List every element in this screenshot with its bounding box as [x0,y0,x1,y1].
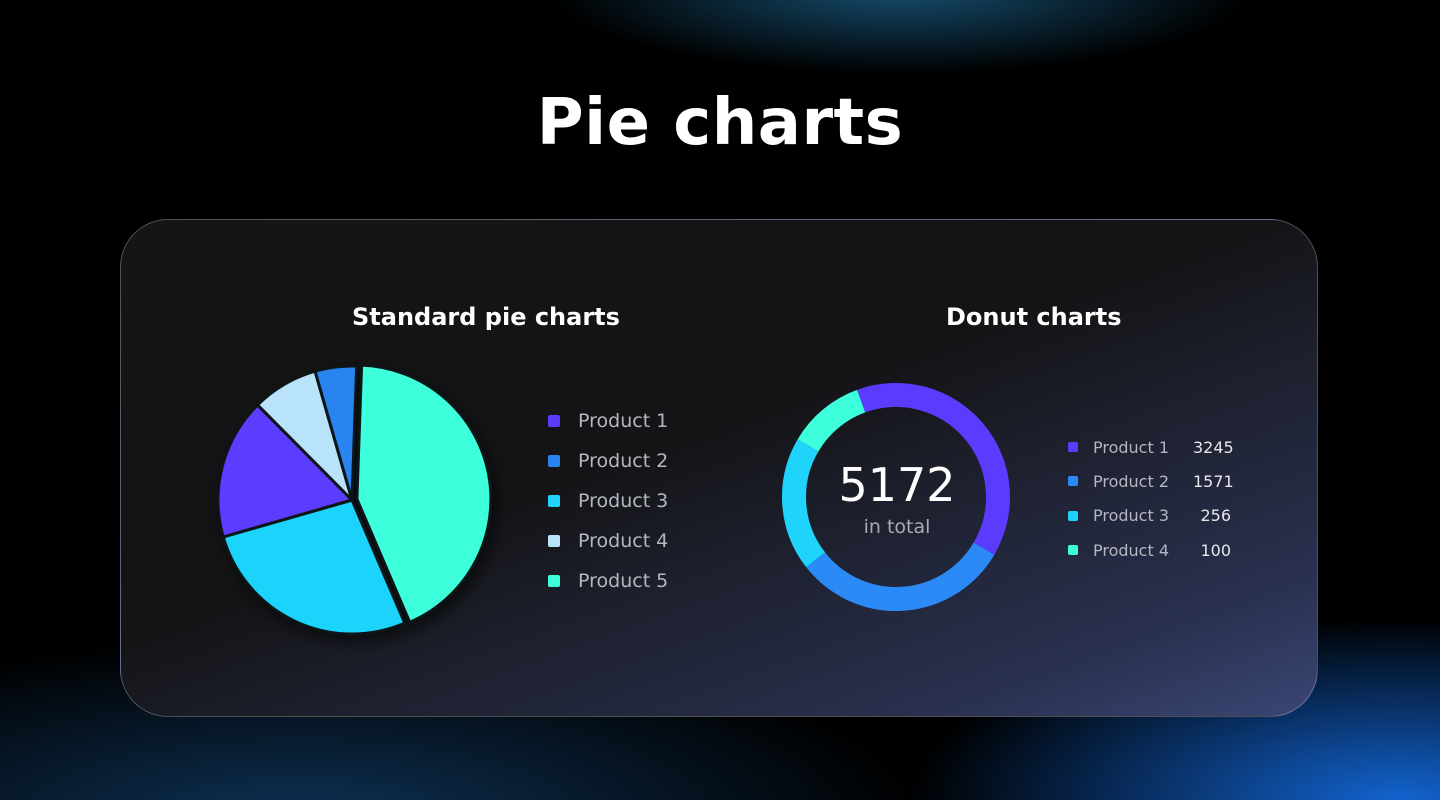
page-title: Pie charts [536,86,904,160]
legend-item: Product 3 [548,481,668,521]
donut-total: 5172 [838,458,956,512]
legend-label: Product 5 [578,570,669,592]
donut-legend: Product 1 3245 Product 2 1571 Product 3 256 Pr… [1068,430,1234,567]
donut-chart-title: Donut charts [946,303,1122,331]
legend-label: Product 1 [1093,437,1170,457]
legend-item: Product 2 [548,441,668,481]
legend-item: Product 2 1571 [1068,464,1234,498]
legend-label: Product 3 [578,490,669,512]
legend-label: Product 2 [578,450,669,472]
legend-swatch [1068,510,1078,521]
legend-swatch [1068,545,1078,556]
legend-swatch [548,495,560,507]
legend-label: Product 1 [578,410,669,432]
legend-item: Product 5 [548,561,668,601]
legend-value: 3245 [1193,437,1234,457]
pie-legend: Product 1 Product 2 Product 3 Product 4 Prod… [548,401,668,601]
legend-label: Product 4 [1093,540,1170,560]
legend-swatch [548,455,560,467]
legend-item: Product 1 [548,401,668,441]
legend-swatch [548,535,560,547]
legend-swatch [1068,442,1078,453]
legend-swatch [548,415,560,427]
legend-value: 1571 [1193,471,1234,491]
pie-chart-title: Standard pie charts [352,303,620,331]
legend-swatch [1068,476,1078,487]
legend-item: Product 3 256 [1068,499,1231,533]
legend-value: 256 [1200,506,1231,526]
legend-label: Product 3 [1093,506,1170,526]
legend-item: Product 4 100 [1068,533,1231,567]
legend-value: 100 [1200,540,1231,560]
legend-item: Product 1 3245 [1068,430,1234,464]
legend-swatch [548,575,560,587]
legend-label: Product 2 [1093,471,1170,491]
donut-total-label: in total [863,516,931,538]
legend-item: Product 4 [548,521,668,561]
legend-label: Product 4 [578,530,669,552]
